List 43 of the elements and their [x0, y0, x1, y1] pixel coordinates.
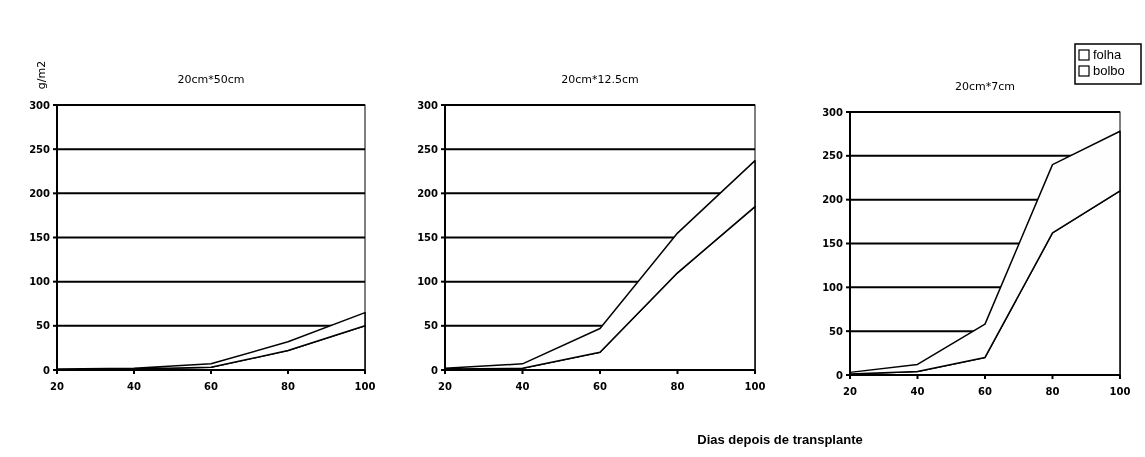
y-tick-label: 200	[417, 187, 439, 199]
x-tick-label: 60	[593, 381, 607, 392]
y-tick-label: 300	[822, 106, 844, 118]
y-tick-label: 0	[431, 364, 439, 376]
y-tick-label: 300	[29, 99, 51, 111]
y-tick-label: 250	[29, 143, 51, 155]
x-axis-title: Dias depois de transplante	[697, 432, 863, 447]
y-tick-label: 100	[417, 276, 439, 288]
x-tick-label: 20	[50, 381, 64, 392]
x-tick-label: 20	[843, 386, 857, 397]
y-tick-label: 0	[43, 364, 51, 376]
legend-label: folha	[1093, 47, 1122, 62]
y-tick-label: 200	[822, 194, 844, 206]
x-tick-label: 100	[1109, 386, 1131, 397]
x-tick-label: 60	[978, 386, 992, 397]
x-tick-label: 80	[670, 381, 685, 392]
chart-title: 20cm*12.5cm	[561, 73, 639, 86]
y-tick-label: 150	[29, 232, 51, 243]
legend-label: bolbo	[1093, 63, 1125, 78]
y-tick-label: 150	[417, 232, 439, 243]
y-tick-label: 50	[424, 320, 439, 332]
y-tick-label: 150	[822, 238, 844, 249]
x-tick-label: 100	[744, 381, 766, 392]
x-tick-label: 40	[127, 381, 141, 392]
y-tick-label: 100	[822, 281, 844, 293]
x-tick-label: 40	[515, 381, 530, 392]
x-tick-label: 80	[1045, 386, 1060, 397]
x-tick-label: 60	[204, 381, 218, 392]
x-tick-label: 80	[281, 381, 295, 392]
y-tick-label: 0	[836, 369, 844, 381]
y-tick-label: 200	[29, 187, 51, 199]
y-tick-label: 250	[822, 150, 844, 162]
x-tick-label: 40	[910, 386, 925, 397]
chart-title: 20cm*7cm	[954, 80, 1016, 93]
y-axis-title: g/m2	[35, 60, 48, 90]
y-tick-label: 50	[36, 320, 51, 332]
x-tick-label: 100	[354, 381, 376, 392]
y-tick-label: 100	[29, 276, 51, 288]
x-tick-label: 20	[438, 381, 452, 392]
y-tick-label: 300	[417, 99, 439, 111]
y-tick-label: 50	[829, 325, 844, 337]
chart-title: 20cm*50cm	[177, 73, 245, 86]
y-tick-label: 250	[417, 143, 439, 155]
